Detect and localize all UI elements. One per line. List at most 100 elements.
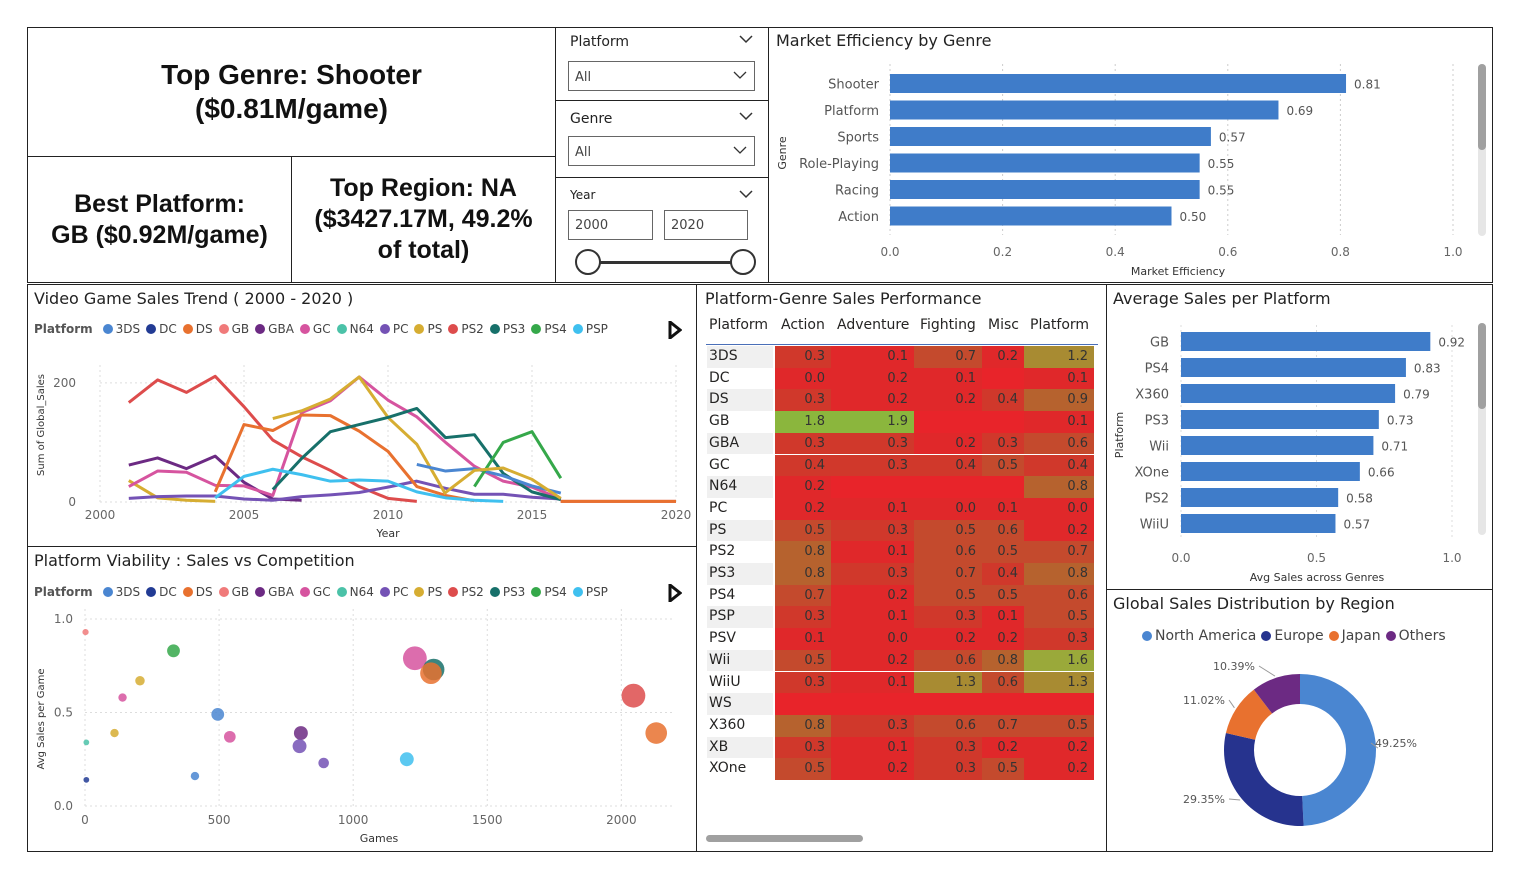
bar[interactable] <box>890 74 1347 93</box>
column-header[interactable]: Platform <box>1030 317 1090 333</box>
heatmap-cell[interactable]: 0.6 <box>914 714 982 737</box>
legend-item[interactable]: GB <box>231 322 250 336</box>
heatmap-cell[interactable]: 0.2 <box>982 736 1024 759</box>
year-to-input[interactable]: 2020 <box>664 210 748 240</box>
heatmap-cell[interactable]: 0.7 <box>1024 541 1094 563</box>
heatmap-cell[interactable]: 0.1 <box>831 497 914 520</box>
heatmap-cell[interactable]: 0.2 <box>1024 519 1094 542</box>
heatmap-cell[interactable] <box>775 693 831 715</box>
heatmap-cell[interactable]: 0.7 <box>914 563 982 585</box>
heatmap-cell[interactable]: 0.1 <box>982 606 1024 629</box>
heatmap-cell[interactable]: 0.2 <box>775 497 831 520</box>
bar[interactable] <box>890 180 1200 199</box>
heatmap-cell[interactable]: 0.3 <box>775 606 831 629</box>
table-row[interactable]: PC 0.2 0.1 0.0 0.1 0.0 <box>697 497 1106 520</box>
heatmap-cell[interactable]: 0.3 <box>831 714 914 737</box>
scatter-point[interactable] <box>190 771 200 781</box>
scatter-point[interactable] <box>399 752 414 767</box>
heatmap-cell[interactable]: 0.3 <box>775 736 831 759</box>
bar[interactable] <box>1181 488 1339 507</box>
heatmap-cell[interactable]: 0.2 <box>914 628 982 650</box>
year-from-input[interactable]: 2000 <box>568 210 653 240</box>
heatmap-cell[interactable]: 0.6 <box>914 541 982 563</box>
heatmap-cell[interactable]: 0.6 <box>982 671 1024 694</box>
heatmap-cell[interactable]: 0.1 <box>775 628 831 650</box>
heatmap-cell[interactable]: 0.5 <box>982 584 1024 607</box>
legend-item[interactable]: Others <box>1398 628 1446 644</box>
heatmap-cell[interactable]: 0.5 <box>1024 714 1094 737</box>
heatmap-cell[interactable]: 0.5 <box>914 519 982 542</box>
scatter-point[interactable] <box>135 675 145 686</box>
heatmap-cell[interactable]: 1.9 <box>831 411 914 433</box>
heatmap-cell[interactable]: 1.8 <box>775 411 831 433</box>
heatmap-cell[interactable]: 0.6 <box>982 519 1024 542</box>
heatmap-cell[interactable]: 0.3 <box>831 432 914 455</box>
heatmap-cell[interactable]: 0.6 <box>1024 432 1094 455</box>
legend-item[interactable]: PS3 <box>502 585 526 599</box>
heatmap-cell[interactable] <box>914 411 982 433</box>
platform-slicer[interactable]: Platform All <box>555 27 769 101</box>
heatmap-cell[interactable]: 0.3 <box>1024 628 1094 650</box>
heatmap-cell[interactable]: 0.0 <box>1024 497 1094 520</box>
table-row[interactable]: XOne 0.5 0.2 0.3 0.5 0.2 <box>697 758 1106 780</box>
heatmap-cell[interactable]: 0.3 <box>775 389 831 412</box>
heatmap-cell[interactable]: 0.5 <box>775 519 831 542</box>
heatmap-cell[interactable]: 0.4 <box>982 563 1024 585</box>
scatter-point[interactable] <box>318 757 329 769</box>
legend-item[interactable]: PS4 <box>544 322 567 336</box>
heatmap-cell[interactable]: 0.3 <box>831 454 914 477</box>
heatmap-cell[interactable]: 0.3 <box>914 736 982 759</box>
platform-dropdown[interactable]: All <box>568 61 755 91</box>
legend-item[interactable]: PS2 <box>461 322 484 336</box>
heatmap-cell[interactable]: 0.9 <box>1024 389 1094 412</box>
donut-slice[interactable] <box>1253 674 1300 714</box>
heatmap-cell[interactable]: 0.1 <box>831 346 914 368</box>
heatmap-cell[interactable]: 0.3 <box>775 346 831 368</box>
bar[interactable] <box>1181 358 1406 377</box>
scrollbar-thumb[interactable] <box>1478 64 1486 150</box>
donut-slice[interactable] <box>1300 674 1376 826</box>
table-row[interactable]: WS <box>697 693 1106 715</box>
scrollbar[interactable] <box>1478 323 1486 535</box>
column-header[interactable]: Action <box>781 317 825 333</box>
heatmap-cell[interactable]: 0.3 <box>775 671 831 694</box>
heatmap-cell[interactable]: 1.6 <box>1024 649 1094 672</box>
year-slicer[interactable]: Year 2000 2020 <box>555 177 769 283</box>
scatter-point[interactable] <box>83 739 90 746</box>
heatmap-cell[interactable]: 0.8 <box>1024 563 1094 585</box>
heatmap-cell[interactable]: 0.2 <box>831 367 914 390</box>
legend-item[interactable]: N64 <box>349 322 374 336</box>
heatmap-cell[interactable]: 0.3 <box>831 563 914 585</box>
heatmap-cell[interactable]: 0.0 <box>775 367 831 390</box>
bar[interactable] <box>890 100 1279 120</box>
year-range-track[interactable] <box>590 261 744 264</box>
legend-item[interactable]: Europe <box>1274 628 1324 644</box>
heatmap-cell[interactable]: 0.2 <box>914 432 982 455</box>
legend-item[interactable]: PS2 <box>461 585 484 599</box>
heatmap-cell[interactable]: 0.8 <box>1024 476 1094 498</box>
heatmap-cell[interactable]: 0.5 <box>1024 606 1094 629</box>
legend-item[interactable]: PS <box>427 585 443 599</box>
heatmap-cell[interactable]: 1.3 <box>914 671 982 694</box>
heatmap-cell[interactable]: 0.5 <box>982 454 1024 477</box>
heatmap-cell[interactable] <box>1024 693 1094 715</box>
bar[interactable] <box>1181 332 1431 351</box>
heatmap-cell[interactable]: 0.7 <box>775 584 831 607</box>
heatmap-cell[interactable]: 0.4 <box>982 389 1024 412</box>
legend-item[interactable]: PS4 <box>544 585 567 599</box>
bar[interactable] <box>1181 410 1379 429</box>
play-icon[interactable] <box>668 584 682 602</box>
heatmap-cell[interactable]: 0.4 <box>914 454 982 477</box>
column-header[interactable]: Platform <box>709 317 769 333</box>
scatter-point[interactable] <box>83 776 90 783</box>
heatmap-cell[interactable]: 0.4 <box>1024 454 1094 477</box>
scatter-point[interactable] <box>621 683 646 708</box>
table-row[interactable]: GB 1.8 1.9 0.1 <box>697 411 1106 433</box>
heatmap-cell[interactable] <box>914 693 982 715</box>
heatmap-cell[interactable]: 0.2 <box>982 628 1024 650</box>
table-row[interactable]: WiiU 0.3 0.1 1.3 0.6 1.3 <box>697 671 1106 694</box>
bar[interactable] <box>890 206 1172 226</box>
scatter-point[interactable] <box>292 739 307 754</box>
legend-item[interactable]: PS <box>427 322 443 336</box>
column-header[interactable]: Misc <box>988 317 1019 333</box>
